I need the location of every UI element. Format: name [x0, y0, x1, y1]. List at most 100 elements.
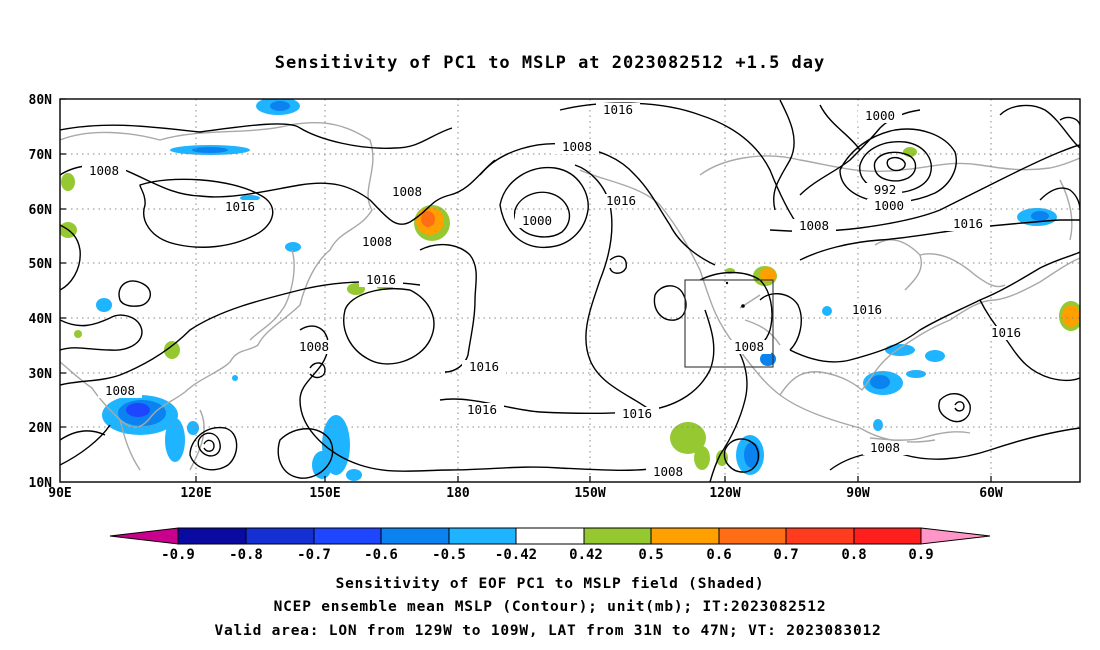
lon-tick-label: 60W [979, 486, 1003, 501]
contour-label: 1016 [359, 272, 403, 287]
shade-patch [760, 352, 776, 366]
shade-patch [240, 195, 260, 201]
valid-area-marker [725, 281, 729, 285]
contour-label: 1016 [462, 359, 506, 374]
lon-tick-label: 150E [309, 486, 340, 501]
colorbar-label: 0.42 [569, 547, 603, 563]
colorbar: -0.9 -0.8 -0.7 -0.6 -0.5 -0.42 0.42 0.5 … [109, 527, 991, 563]
shade-patch [1062, 305, 1080, 327]
shade-patch [421, 211, 435, 227]
lon-axis: 90E 120E 150E 180 150W 120W 90W 60W [48, 486, 1003, 501]
contour-label: 1016 [984, 325, 1028, 340]
shade-patch [96, 298, 112, 312]
colorbar-segment [785, 527, 855, 545]
shade-patch [312, 451, 332, 479]
svg-text:1016: 1016 [606, 193, 636, 208]
colorbar-segment [448, 527, 517, 545]
shade-patch [822, 306, 832, 316]
colorbar-label: -0.5 [432, 547, 466, 563]
svg-text:1008: 1008 [299, 339, 329, 354]
colorbar-label: -0.8 [229, 547, 263, 563]
shade-patch [192, 147, 228, 153]
contour-label: 1008 [98, 383, 142, 398]
lat-axis: 80N 70N 60N 50N 40N 30N 20N 10N [29, 93, 53, 491]
contour-label: 1008 [555, 139, 599, 154]
lon-tick-label: 180 [446, 486, 470, 501]
lon-tick-label: 150W [574, 486, 605, 501]
contour-label: 1008 [355, 234, 399, 249]
shade-patch [885, 344, 915, 356]
lat-tick-label: 30N [29, 367, 53, 382]
svg-text:992: 992 [874, 182, 897, 197]
caption-line: Sensitivity of EOF PC1 to MSLP field (Sh… [336, 576, 765, 592]
svg-text:1008: 1008 [870, 440, 900, 455]
lon-tick-label: 120W [709, 486, 740, 501]
svg-text:1008: 1008 [89, 163, 119, 178]
contour-label: 1000 [515, 213, 559, 228]
shade-patch [165, 418, 185, 462]
shade-patch [870, 375, 890, 389]
shade-patch [1031, 211, 1049, 221]
contour-label: 1016 [946, 216, 990, 231]
colorbar-segment [583, 527, 652, 545]
colorbar-segment [177, 527, 247, 545]
svg-text:1008: 1008 [105, 383, 135, 398]
colorbar-low-arrow [109, 527, 179, 545]
lat-tick-label: 40N [29, 312, 53, 327]
valid-area-box [684, 279, 774, 368]
shade-patch [270, 101, 290, 111]
svg-text:1016: 1016 [622, 406, 652, 421]
svg-text:1000: 1000 [865, 108, 895, 123]
grid-lines [60, 99, 1080, 482]
svg-text:1008: 1008 [562, 139, 592, 154]
shade-patch [232, 375, 238, 381]
svg-text:1016: 1016 [852, 302, 882, 317]
caption-line: Valid area: LON from 129W to 109W, LAT f… [214, 623, 881, 639]
colorbar-segment [313, 527, 382, 545]
shaded-sensitivity [60, 99, 1080, 481]
shade-patch [760, 268, 776, 282]
shade-patch [164, 341, 180, 359]
shade-patch [670, 422, 706, 454]
shade-patch [61, 173, 75, 191]
colorbar-segment [380, 527, 450, 545]
lon-tick-label: 90E [48, 486, 71, 501]
colorbar-label: -0.9 [161, 547, 195, 563]
contour-label: 1008 [82, 163, 126, 178]
colorbar-label: 0.5 [638, 547, 663, 563]
shade-patch [744, 442, 760, 468]
contour-label: 1016 [596, 102, 640, 117]
lat-tick-label: 50N [29, 257, 53, 272]
contour-label: 1000 [867, 198, 911, 213]
shade-patch [285, 242, 301, 252]
colorbar-segment [718, 527, 787, 545]
contour-label: 1008 [792, 218, 836, 233]
svg-text:1008: 1008 [799, 218, 829, 233]
shade-patch [74, 330, 82, 338]
map-frame [59, 98, 1081, 483]
contour-label: 1016 [460, 402, 504, 417]
contour-label: 1016 [615, 406, 659, 421]
colorbar-label: -0.7 [297, 547, 331, 563]
colorbar-segment [515, 527, 585, 545]
colorbar-segment [245, 527, 315, 545]
contour-label: 1008 [292, 339, 336, 354]
contour-labels: 1016 1008 1000 1000 992 1000 1008 1016 1… [82, 102, 1028, 417]
lat-tick-label: 70N [29, 148, 53, 163]
contour-label: 1008 [727, 339, 771, 354]
svg-text:1008: 1008 [392, 184, 422, 199]
svg-text:1008: 1008 [653, 464, 683, 479]
map-background [60, 99, 1080, 482]
tick-marks [60, 98, 992, 482]
svg-text:1016: 1016 [603, 102, 633, 117]
valid-area-marker [741, 304, 745, 308]
colorbar-label: 0.9 [908, 547, 933, 563]
colorbar-segment [650, 527, 720, 545]
contour-label: 1016 [218, 199, 262, 214]
colorbar-label: 0.6 [706, 547, 731, 563]
map-panel: 1016 1008 1000 1000 992 1000 1008 1016 1… [29, 93, 1081, 501]
svg-text:1008: 1008 [734, 339, 764, 354]
colorbar-segment [853, 527, 922, 545]
svg-text:1016: 1016 [467, 402, 497, 417]
